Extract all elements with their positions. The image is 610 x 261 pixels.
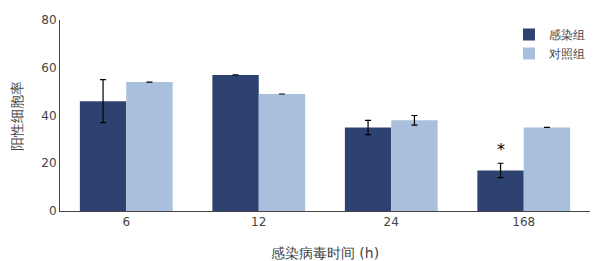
svg-text:12: 12: [251, 215, 266, 229]
svg-text:0: 0: [49, 204, 57, 218]
svg-text:40: 40: [41, 109, 56, 123]
svg-text:感染病毒时间 (h): 感染病毒时间 (h): [271, 245, 379, 261]
svg-text:对照组: 对照组: [549, 47, 585, 61]
svg-text:感染组: 感染组: [549, 28, 585, 42]
svg-text:80: 80: [41, 13, 56, 27]
svg-text:60: 60: [41, 61, 56, 75]
svg-text:阳性细胞率: 阳性细胞率: [9, 81, 25, 151]
svg-text:168: 168: [512, 215, 535, 229]
svg-text:*: *: [497, 140, 505, 159]
svg-text:20: 20: [41, 156, 56, 170]
svg-text:24: 24: [384, 215, 399, 229]
svg-text:6: 6: [122, 215, 130, 229]
